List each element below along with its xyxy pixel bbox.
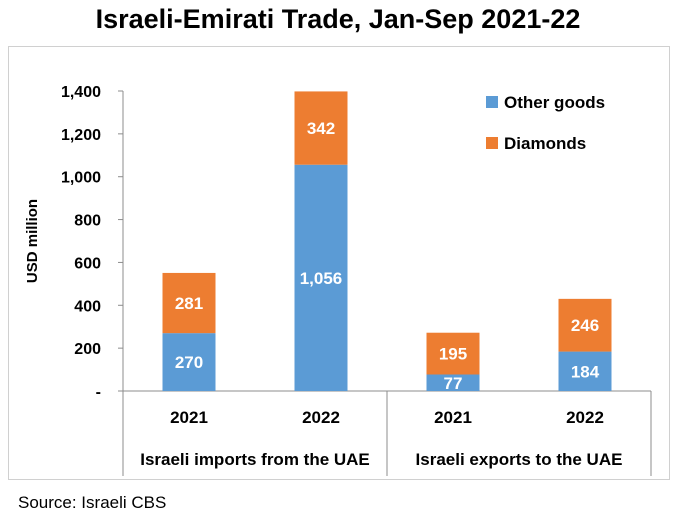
bar-other-goods (558, 351, 612, 391)
bar-other-goods (294, 164, 348, 391)
data-label: 246 (571, 316, 599, 335)
y-tick-label: 200 (74, 341, 101, 358)
y-tick-label: 600 (74, 255, 101, 272)
group-label: Israeli imports from the UAE (140, 450, 370, 469)
legend-label: Other goods (504, 93, 605, 112)
bar-other-goods (162, 333, 216, 391)
legend-swatch (486, 96, 498, 108)
legend-label: Diamonds (504, 134, 586, 153)
y-tick-label: 1,000 (61, 170, 101, 187)
bar-diamonds (294, 91, 348, 165)
bar-diamonds (162, 272, 216, 334)
chart-title: Israeli-Emirati Trade, Jan-Sep 2021-22 (95, 4, 581, 34)
x-tick-label: 2022 (302, 408, 340, 427)
data-label: 281 (175, 294, 203, 313)
y-tick-label: - (96, 384, 101, 401)
y-tick-label: 1,200 (61, 127, 101, 144)
y-axis-title: USD million (24, 199, 41, 283)
bar-other-goods (426, 374, 480, 391)
data-label: 184 (571, 362, 600, 381)
legend-swatch (486, 137, 498, 149)
group-label: Israeli exports to the UAE (416, 450, 623, 469)
bar-diamonds (426, 332, 480, 375)
data-label: 342 (307, 119, 335, 138)
x-tick-label: 2022 (566, 408, 604, 427)
chart-frame (8, 46, 670, 480)
y-tick-label: 1,400 (61, 84, 101, 101)
data-label: 1,056 (300, 269, 343, 288)
y-tick-label: 400 (74, 298, 101, 315)
data-label: 270 (175, 353, 203, 372)
data-label: 195 (439, 345, 467, 364)
data-label: 77 (444, 374, 463, 393)
x-tick-label: 2021 (434, 408, 472, 427)
source-note: Source: Israeli CBS (18, 493, 167, 512)
y-tick-label: 800 (74, 213, 101, 230)
x-tick-label: 2021 (170, 408, 208, 427)
bar-diamonds (558, 298, 612, 352)
